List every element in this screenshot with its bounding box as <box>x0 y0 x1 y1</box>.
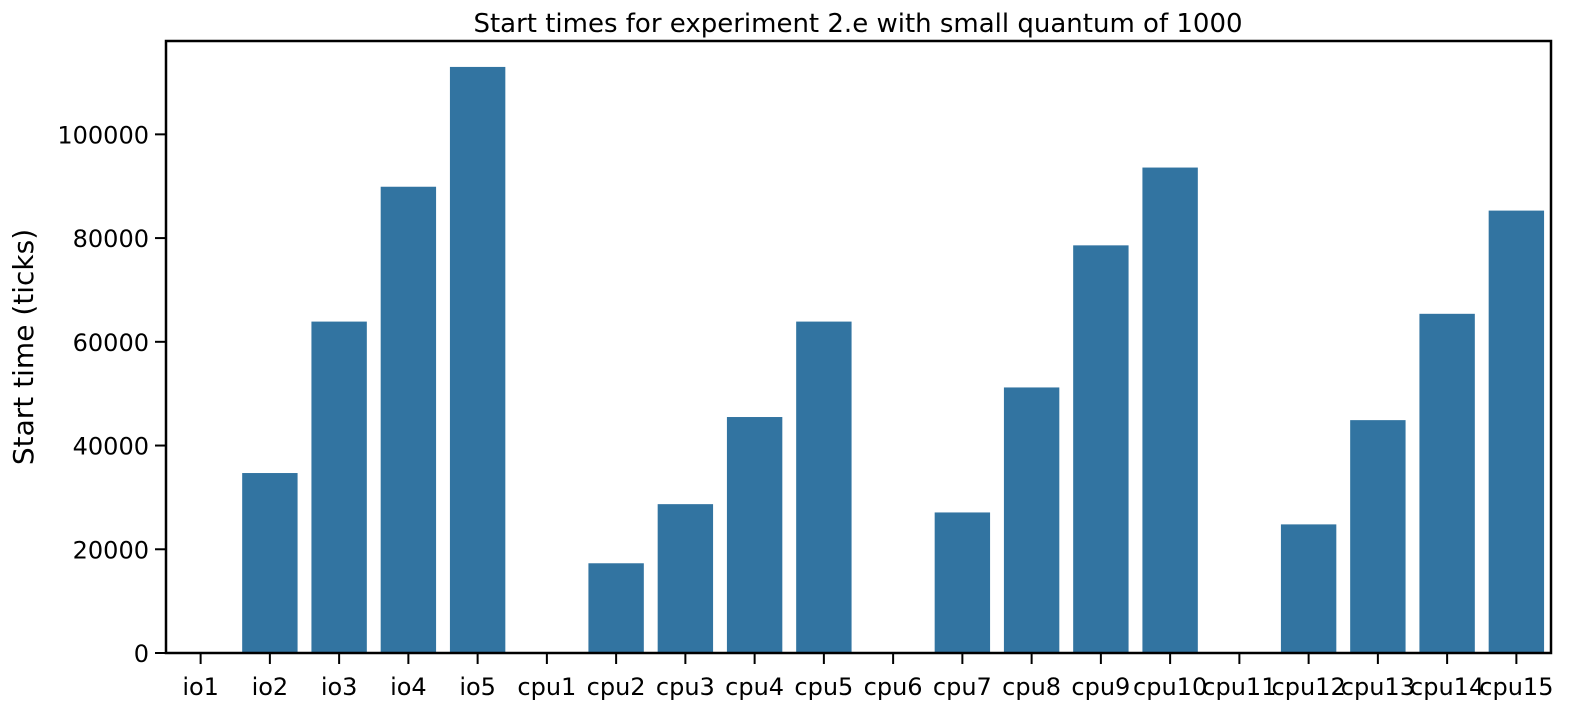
bar-cpu8 <box>1003 387 1060 653</box>
x-tick-label: io4 <box>390 673 427 701</box>
x-tick-label: io5 <box>459 673 496 701</box>
x-tick-label: cpu6 <box>864 673 923 701</box>
x-tick-label: cpu2 <box>587 673 646 701</box>
y-tick-label: 80000 <box>73 225 149 253</box>
bar-cpu5 <box>796 321 852 653</box>
y-axis-label: Start time (ticks) <box>7 229 40 465</box>
x-tick-label: cpu8 <box>1002 673 1061 701</box>
x-tick-label: cpu3 <box>656 673 715 701</box>
bar-cpu9 <box>1073 245 1129 653</box>
bar-io5 <box>449 66 506 654</box>
x-tick-label: cpu11 <box>1202 673 1276 701</box>
bar-cpu2 <box>588 563 644 653</box>
x-tick-label: io3 <box>321 673 358 701</box>
y-tick-label: 60000 <box>73 329 149 357</box>
y-axis-ticks: 0 20000 40000 60000 80000 100000 <box>57 121 166 668</box>
bar-io4 <box>380 186 437 654</box>
bar-cpu4 <box>726 417 783 653</box>
bars-group <box>242 66 1545 654</box>
x-tick-label: cpu9 <box>1071 673 1130 701</box>
bar-cpu3 <box>657 504 714 653</box>
bar-cpu15 <box>1488 210 1545 653</box>
x-tick-label: cpu7 <box>933 673 992 701</box>
x-tick-label: cpu14 <box>1410 673 1484 701</box>
y-tick-label: 0 <box>134 640 149 668</box>
x-tick-label: io2 <box>252 673 289 701</box>
bar-cpu14 <box>1419 313 1475 653</box>
plot-frame <box>164 39 1553 655</box>
y-tick-label: 20000 <box>73 536 149 564</box>
bar-io3 <box>311 321 367 653</box>
x-tick-label: cpu12 <box>1272 673 1346 701</box>
x-tick-label: cpu4 <box>725 673 784 701</box>
x-tick-label: cpu15 <box>1479 673 1553 701</box>
chart-title: Start times for experiment 2.e with smal… <box>473 9 1242 39</box>
bar-cpu13 <box>1350 420 1406 653</box>
bar-cpu12 <box>1280 524 1337 653</box>
bar-cpu7 <box>934 512 991 653</box>
x-axis-ticks: io1 io2 io3 io4 io5 cpu1 cpu2 cpu3 cpu4 cpu5 cpu6 c… <box>182 653 1553 701</box>
x-tick-label: cpu10 <box>1133 673 1207 701</box>
bar-cpu10 <box>1142 167 1198 654</box>
x-tick-label: cpu1 <box>517 673 576 701</box>
bar-io2 <box>242 473 298 653</box>
x-tick-label: cpu5 <box>794 673 853 701</box>
x-tick-label: cpu13 <box>1341 673 1415 701</box>
x-tick-label: io1 <box>182 673 219 701</box>
y-tick-label: 100000 <box>57 121 149 149</box>
y-tick-label: 40000 <box>73 433 149 461</box>
